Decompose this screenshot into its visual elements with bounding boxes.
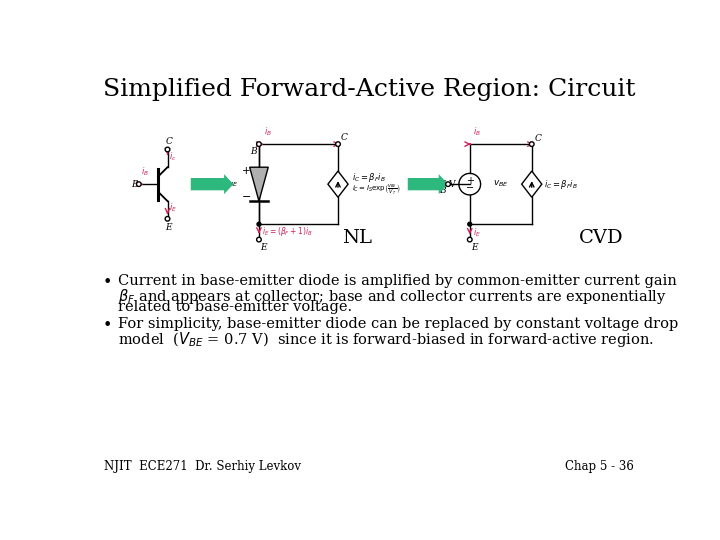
Text: •: • <box>102 317 112 334</box>
Text: 0.7 V: 0.7 V <box>432 180 456 188</box>
Text: $i_B$: $i_B$ <box>473 125 481 138</box>
Circle shape <box>137 182 141 186</box>
Text: C: C <box>165 137 172 146</box>
Text: E: E <box>165 222 172 232</box>
Text: +: + <box>242 166 251 176</box>
Circle shape <box>257 222 261 226</box>
Text: E: E <box>261 242 267 252</box>
Text: B: B <box>439 186 446 195</box>
Text: B: B <box>130 180 138 190</box>
Text: NL: NL <box>343 229 372 247</box>
Text: C: C <box>535 133 541 143</box>
Text: E: E <box>472 242 478 252</box>
Text: $i_C = \beta_F i_B$: $i_C = \beta_F i_B$ <box>544 178 578 191</box>
Text: CVD: CVD <box>579 229 624 247</box>
Text: Chap 5 - 36: Chap 5 - 36 <box>565 460 634 473</box>
Text: •: • <box>102 274 112 291</box>
Circle shape <box>256 237 261 242</box>
Circle shape <box>529 142 534 146</box>
Text: $v_{BE}$: $v_{BE}$ <box>223 179 239 190</box>
Text: +: + <box>466 176 474 186</box>
FancyArrow shape <box>408 174 448 194</box>
Circle shape <box>468 222 472 226</box>
Text: $i_B$: $i_B$ <box>141 165 149 178</box>
Text: $v_{BE}$: $v_{BE}$ <box>493 179 508 190</box>
Text: Current in base-emitter diode is amplified by common-emitter current gain: Current in base-emitter diode is amplifi… <box>118 274 677 288</box>
Circle shape <box>467 237 472 242</box>
Text: NJIT  ECE271  Dr. Serhiy Levkov: NJIT ECE271 Dr. Serhiy Levkov <box>104 460 301 473</box>
Text: $i_E = (\beta_F+1)i_B$: $i_E = (\beta_F+1)i_B$ <box>262 225 313 238</box>
Text: Simplified Forward-Active Region: Circuit: Simplified Forward-Active Region: Circui… <box>103 78 635 101</box>
Circle shape <box>165 147 170 152</box>
Circle shape <box>336 142 341 146</box>
Circle shape <box>165 217 170 221</box>
Text: For simplicity, base-emitter diode can be replaced by constant voltage drop: For simplicity, base-emitter diode can b… <box>118 317 678 331</box>
Text: $i_c$: $i_c$ <box>169 151 176 164</box>
Circle shape <box>256 142 261 146</box>
Text: $i_E$: $i_E$ <box>473 226 481 239</box>
Text: $\beta_F$ and appears at collector; base and collector currents are exponentiall: $\beta_F$ and appears at collector; base… <box>118 287 667 306</box>
Text: $i_C = I_S \exp\!\left(\frac{v_{BE}}{V_T}\right)$: $i_C = I_S \exp\!\left(\frac{v_{BE}}{V_T… <box>352 183 400 197</box>
Text: related to base-emitter voltage.: related to base-emitter voltage. <box>118 300 352 314</box>
Circle shape <box>446 182 451 186</box>
Text: $i_E$: $i_E$ <box>169 201 177 213</box>
FancyArrow shape <box>191 174 233 194</box>
Text: −: − <box>242 192 251 202</box>
Text: model  ($V_{BE}$ = 0.7 V)  since it is forward-biased in forward-active region.: model ($V_{BE}$ = 0.7 V) since it is for… <box>118 330 654 349</box>
Text: −: − <box>466 183 474 193</box>
Text: C: C <box>341 133 348 142</box>
Text: $i_B$: $i_B$ <box>264 125 271 138</box>
Text: B: B <box>250 147 256 156</box>
Polygon shape <box>250 167 269 201</box>
Text: $i_C = \beta_F i_B$: $i_C = \beta_F i_B$ <box>352 171 386 184</box>
